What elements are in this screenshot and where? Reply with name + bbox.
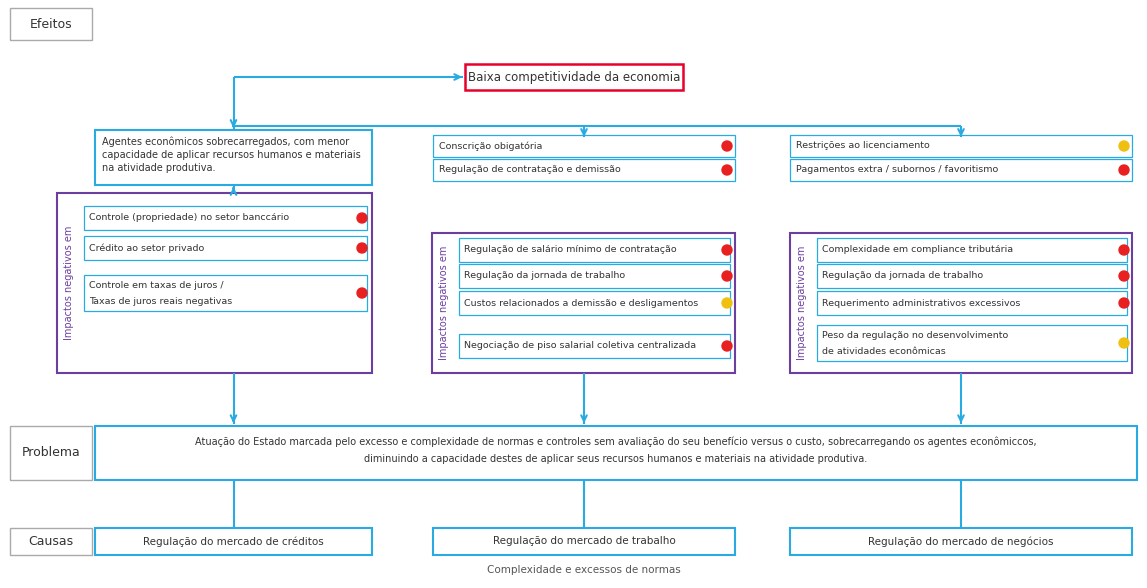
Circle shape — [1119, 271, 1129, 281]
Circle shape — [721, 141, 732, 151]
FancyBboxPatch shape — [434, 135, 735, 157]
Text: diminuindo a capacidade destes de aplicar seus recursos humanos e materiais na a: diminuindo a capacidade destes de aplica… — [365, 454, 867, 464]
FancyBboxPatch shape — [459, 291, 729, 315]
Text: Pagamentos extra / subornos / favoritismo: Pagamentos extra / subornos / favoritism… — [796, 165, 998, 175]
FancyBboxPatch shape — [95, 528, 372, 555]
Text: Regulação do mercado de negócios: Regulação do mercado de negócios — [868, 536, 1054, 547]
Text: Complexidade e excessos de normas: Complexidade e excessos de normas — [487, 565, 681, 575]
FancyBboxPatch shape — [790, 233, 1132, 373]
FancyBboxPatch shape — [84, 275, 367, 311]
Text: Regulação do mercado de trabalho: Regulação do mercado de trabalho — [492, 536, 676, 546]
FancyBboxPatch shape — [10, 8, 92, 40]
FancyBboxPatch shape — [95, 426, 1137, 480]
Text: Controle (propriedade) no setor banccário: Controle (propriedade) no setor banccári… — [89, 213, 289, 222]
FancyBboxPatch shape — [84, 206, 367, 230]
FancyBboxPatch shape — [817, 291, 1128, 315]
Text: Regulação de contratação e demissão: Regulação de contratação e demissão — [439, 165, 621, 175]
Text: Impactos negativos em: Impactos negativos em — [64, 226, 75, 340]
Text: Controle em taxas de juros /: Controle em taxas de juros / — [89, 280, 224, 289]
Text: Regulação de salário mínimo de contratação: Regulação de salário mínimo de contrataç… — [465, 246, 677, 255]
Circle shape — [1119, 338, 1129, 348]
Circle shape — [1119, 165, 1129, 175]
Circle shape — [721, 271, 732, 281]
Text: Efeitos: Efeitos — [30, 18, 72, 31]
Circle shape — [721, 245, 732, 255]
Text: Restrições ao licenciamento: Restrições ao licenciamento — [796, 142, 930, 151]
FancyBboxPatch shape — [790, 159, 1132, 181]
Circle shape — [1119, 141, 1129, 151]
Circle shape — [721, 341, 732, 351]
Circle shape — [721, 298, 732, 308]
FancyBboxPatch shape — [10, 426, 92, 480]
Text: Regulação da jornada de trabalho: Regulação da jornada de trabalho — [465, 272, 625, 280]
FancyBboxPatch shape — [465, 64, 682, 90]
Text: na atividade produtiva.: na atividade produtiva. — [102, 163, 216, 173]
Circle shape — [357, 243, 367, 253]
Circle shape — [357, 213, 367, 223]
Text: Negociação de piso salarial coletiva centralizada: Negociação de piso salarial coletiva cen… — [465, 342, 696, 350]
Text: Impactos negativos em: Impactos negativos em — [797, 246, 807, 360]
Circle shape — [1119, 298, 1129, 308]
FancyBboxPatch shape — [432, 233, 735, 373]
FancyBboxPatch shape — [817, 325, 1128, 361]
Text: Conscrição obigatória: Conscrição obigatória — [439, 141, 543, 151]
FancyBboxPatch shape — [459, 238, 729, 262]
Text: Regulação da jornada de trabalho: Regulação da jornada de trabalho — [822, 272, 983, 280]
FancyBboxPatch shape — [434, 528, 735, 555]
Text: Complexidade em compliance tributária: Complexidade em compliance tributária — [822, 246, 1013, 255]
FancyBboxPatch shape — [10, 528, 92, 555]
FancyBboxPatch shape — [790, 528, 1132, 555]
Circle shape — [1119, 245, 1129, 255]
FancyBboxPatch shape — [459, 264, 729, 288]
Text: Agentes econômicos sobrecarregados, com menor: Agentes econômicos sobrecarregados, com … — [102, 137, 349, 147]
Text: capacidade de aplicar recursos humanos e materiais: capacidade de aplicar recursos humanos e… — [102, 150, 361, 160]
Circle shape — [357, 288, 367, 298]
Text: Problema: Problema — [22, 446, 80, 459]
Text: Taxas de juros reais negativas: Taxas de juros reais negativas — [89, 296, 232, 306]
Text: Baixa competitividade da economia: Baixa competitividade da economia — [468, 71, 680, 83]
FancyBboxPatch shape — [84, 236, 367, 260]
Text: Impactos negativos em: Impactos negativos em — [439, 246, 448, 360]
Text: Requerimento administrativos excessivos: Requerimento administrativos excessivos — [822, 299, 1021, 308]
Text: de atividades econômicas: de atividades econômicas — [822, 346, 946, 356]
Text: Crédito ao setor privado: Crédito ao setor privado — [89, 243, 204, 253]
FancyBboxPatch shape — [790, 135, 1132, 157]
FancyBboxPatch shape — [817, 264, 1128, 288]
FancyBboxPatch shape — [57, 193, 372, 373]
Circle shape — [721, 165, 732, 175]
FancyBboxPatch shape — [434, 159, 735, 181]
FancyBboxPatch shape — [95, 130, 372, 185]
Text: Atuação do Estado marcada pelo excesso e complexidade de normas e controles sem : Atuação do Estado marcada pelo excesso e… — [195, 437, 1037, 447]
FancyBboxPatch shape — [459, 334, 729, 358]
Text: Regulação do mercado de créditos: Regulação do mercado de créditos — [143, 536, 323, 547]
Text: Custos relacionados a demissão e desligamentos: Custos relacionados a demissão e desliga… — [465, 299, 699, 308]
Text: Causas: Causas — [29, 535, 73, 548]
FancyBboxPatch shape — [817, 238, 1128, 262]
Text: Peso da regulação no desenvolvimento: Peso da regulação no desenvolvimento — [822, 330, 1008, 339]
